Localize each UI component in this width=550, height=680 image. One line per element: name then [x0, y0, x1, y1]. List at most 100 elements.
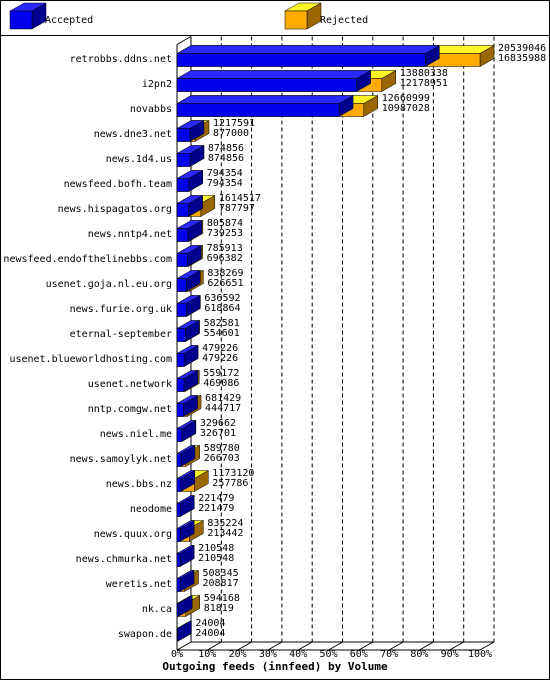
bar-accepted-front — [176, 178, 189, 192]
y-tick-label: newsfeed.bofh.team — [64, 179, 172, 190]
y-tick-label: weretis.net — [106, 579, 172, 590]
tick-mark — [419, 641, 434, 651]
bar-accepted — [176, 520, 196, 542]
bar-accepted — [176, 595, 194, 617]
bar-accepted — [176, 570, 196, 592]
tick-mark — [207, 641, 222, 651]
bar-accepted-front — [176, 553, 181, 567]
value-label: 24004 — [195, 628, 225, 639]
bar-accepted — [176, 120, 205, 142]
y-tick-label: swapon.de — [118, 629, 172, 640]
chart-title: Outgoing feeds (innfeed) by Volume — [162, 660, 388, 673]
bar-accepted — [176, 170, 204, 192]
y-tick-label: news.niel.me — [100, 429, 172, 440]
value-label: 10987028 — [382, 103, 430, 114]
bar-accepted-front — [176, 353, 185, 367]
value-label: 838269 — [207, 268, 243, 279]
value-label: 469086 — [203, 378, 239, 389]
bar-accepted-front — [176, 453, 182, 467]
value-label: 739253 — [207, 228, 243, 239]
legend-swatch-front — [284, 10, 308, 30]
bar-accepted — [176, 270, 202, 292]
value-label: 257786 — [212, 478, 248, 489]
bar-accepted-front — [176, 503, 181, 517]
y-tick-label: news.bbs.nz — [106, 479, 172, 490]
value-label: 479226 — [202, 353, 238, 364]
y-axis-top — [176, 36, 192, 45]
y-tick-label: news.samoylyk.net — [70, 454, 172, 465]
x-tick-label: 10% — [198, 649, 216, 660]
bar-accepted-front — [176, 478, 182, 492]
value-label: 794354 — [207, 168, 243, 179]
value-label: 874856 — [208, 143, 244, 154]
x-tick-label: 90% — [441, 649, 459, 660]
bar-accepted-front — [176, 253, 188, 267]
y-tick-label: eternal-september — [70, 329, 172, 340]
bar-accepted-front — [176, 278, 187, 292]
tick-mark — [176, 641, 192, 651]
legend-swatch — [284, 2, 322, 30]
bar-accepted — [176, 420, 197, 442]
bar-accepted-front — [176, 78, 357, 92]
value-label: 874856 — [208, 153, 244, 164]
value-label: 24004 — [195, 618, 225, 629]
value-label: 1217591 — [213, 118, 255, 129]
bar-accepted — [176, 45, 441, 67]
value-label: 696382 — [207, 253, 243, 264]
tick-mark — [388, 641, 404, 651]
x-tick-label: 40% — [289, 649, 307, 660]
value-label: 16835988 — [498, 53, 546, 64]
bar-accepted-front — [176, 428, 183, 442]
x-tick-label: 50% — [319, 649, 337, 660]
value-label: 594168 — [204, 593, 240, 604]
value-label: 877000 — [213, 128, 249, 139]
bar-accepted — [176, 470, 196, 492]
value-label: 787797 — [219, 203, 255, 214]
bar-accepted-front — [176, 578, 181, 592]
bar-accepted — [176, 195, 204, 217]
value-label: 20539046 — [498, 43, 546, 54]
bar-accepted — [176, 395, 199, 417]
tick-mark — [297, 641, 313, 651]
value-label: 589780 — [204, 443, 240, 454]
x-tick-label: 100% — [468, 649, 492, 660]
y-tick-label: usenet.goja.nl.eu.org — [46, 279, 172, 290]
y-tick-label: retrobbs.ddns.net — [70, 54, 172, 65]
bar-accepted-front — [176, 603, 179, 617]
y-tick-label: newsfeed.endofthelinebbs.com — [3, 254, 172, 265]
y-tick-label: news.dne3.net — [94, 129, 172, 140]
value-label: 221479 — [198, 503, 234, 514]
value-label: 326701 — [200, 428, 236, 439]
bar-accepted-front — [176, 153, 191, 167]
y-tick-label: news.nntp4.net — [88, 229, 172, 240]
value-label: 681429 — [205, 393, 241, 404]
bar-accepted-front — [176, 103, 340, 117]
bar-accepted — [176, 145, 205, 167]
value-label: 835224 — [207, 518, 243, 529]
value-label: 626651 — [207, 278, 243, 289]
x-tick-label: 20% — [229, 649, 247, 660]
x-tick-label: 80% — [410, 649, 428, 660]
bar-accepted-front — [176, 303, 187, 317]
value-label: 1173120 — [212, 468, 254, 479]
legend-swatch-front — [9, 10, 33, 30]
tick-mark — [237, 641, 252, 651]
bar-accepted-front — [176, 203, 189, 217]
bar-accepted-front — [176, 378, 185, 392]
value-label: 554601 — [204, 328, 240, 339]
y-tick-label: nntp.comgw.net — [88, 404, 172, 415]
value-label: 636592 — [204, 293, 240, 304]
legend-label: Rejected — [320, 15, 368, 26]
bar-accepted — [176, 545, 196, 567]
value-label: 329662 — [200, 418, 236, 429]
value-label: 213442 — [207, 528, 243, 539]
value-label: 12178951 — [400, 78, 448, 89]
legend-swatch — [9, 2, 47, 30]
bar-accepted-top — [176, 45, 441, 54]
value-label: 582581 — [204, 318, 240, 329]
bar-accepted — [176, 445, 196, 467]
x-tick-label: 60% — [350, 649, 368, 660]
legend-label: Accepted — [45, 15, 93, 26]
value-label: 444717 — [205, 403, 241, 414]
tick-mark — [358, 641, 374, 651]
